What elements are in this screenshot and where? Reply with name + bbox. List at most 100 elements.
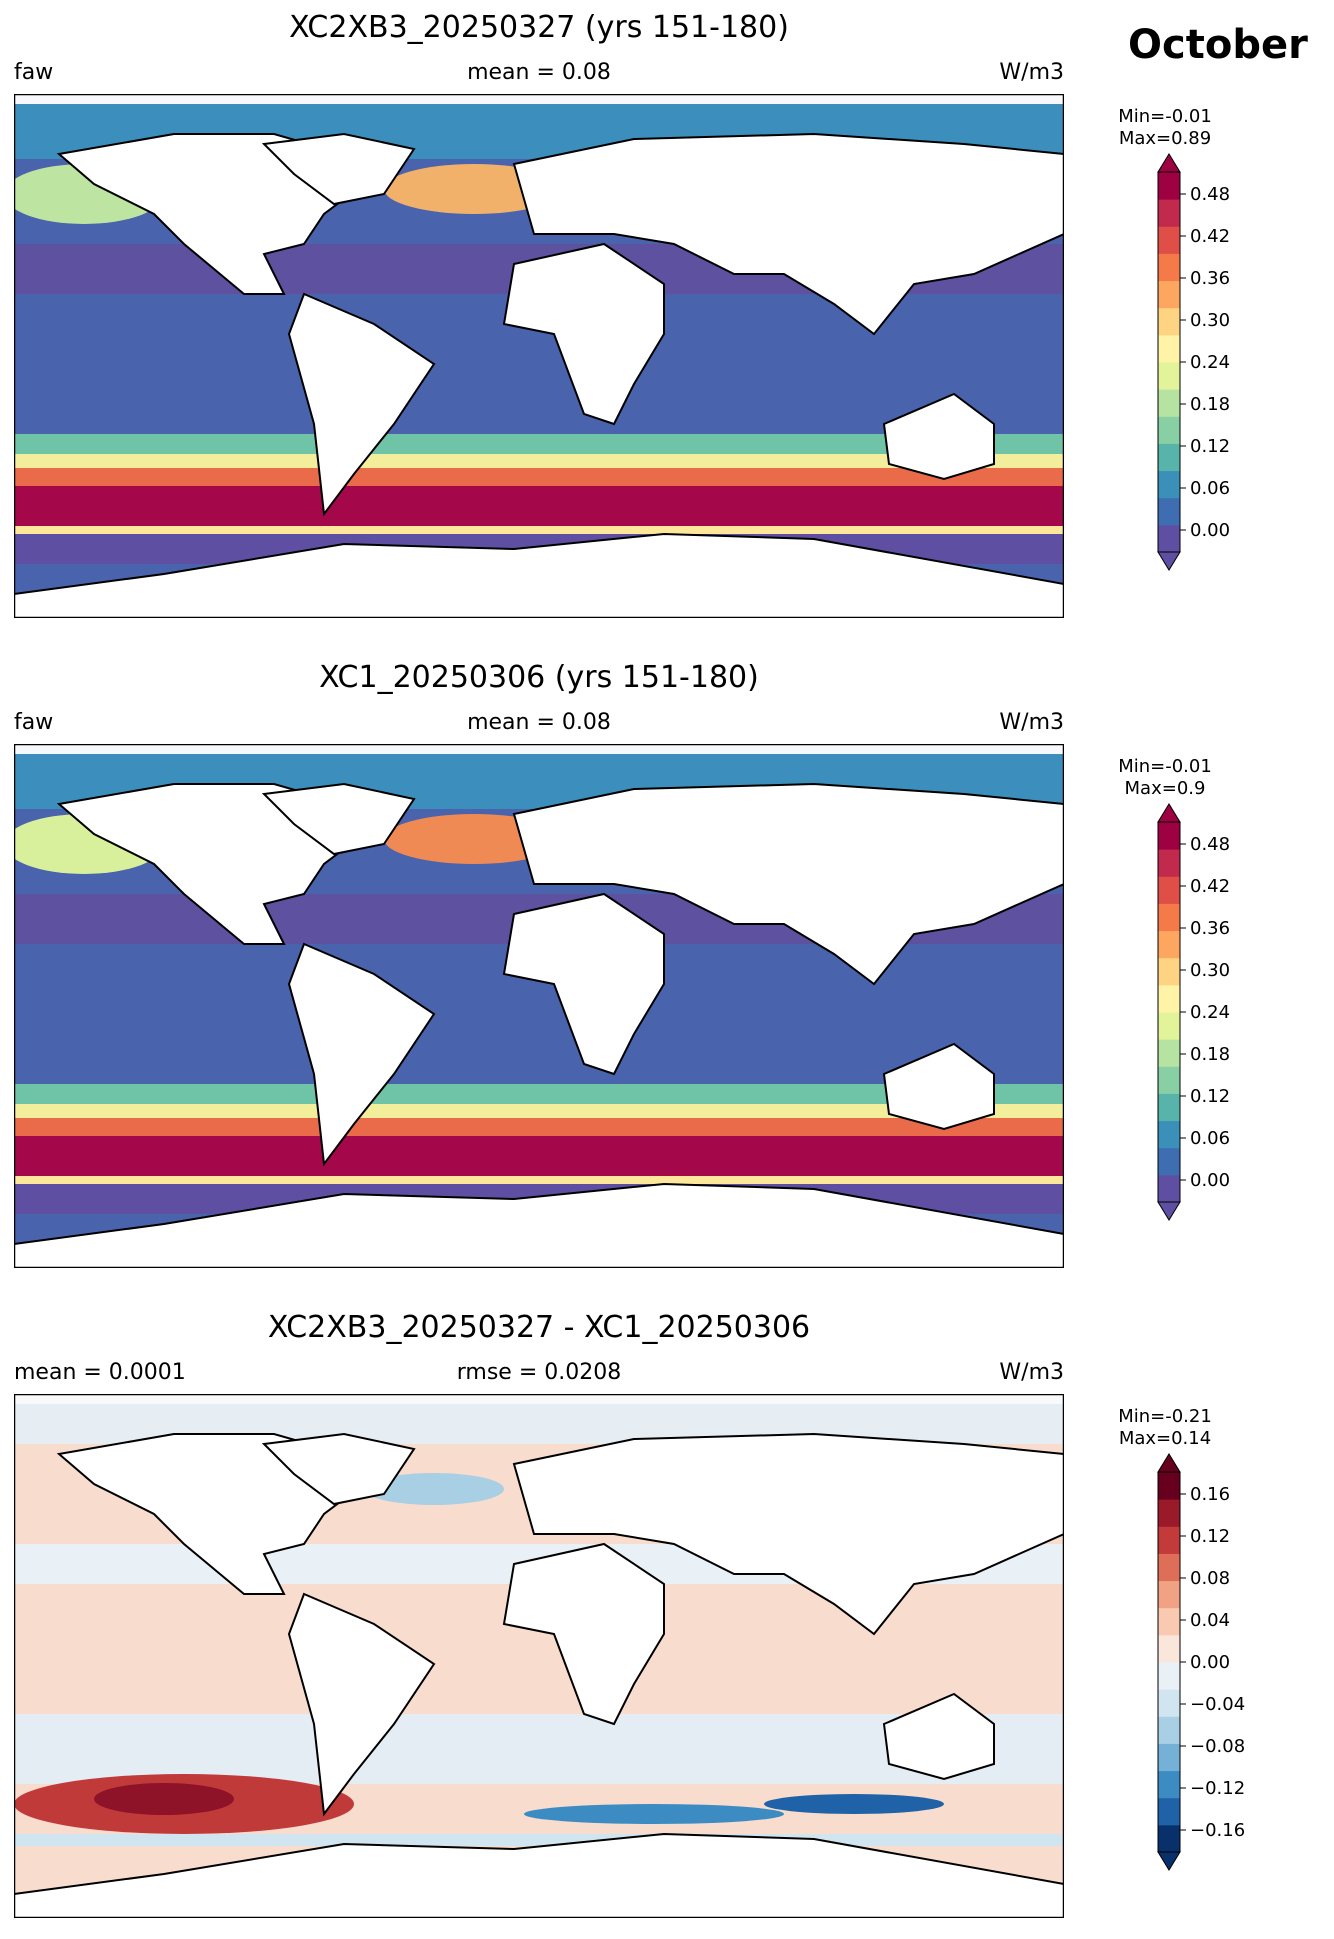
colorbar-tick-label: 0.04 xyxy=(1190,1610,1230,1631)
panel-2-min-label: Min=-0.01 xyxy=(1118,756,1212,777)
colorbar-extend-min xyxy=(1157,551,1181,571)
colorbar-segment xyxy=(1158,1499,1180,1527)
panel-1-units-label: W/m3 xyxy=(999,60,1064,85)
colorbar-segment xyxy=(1158,1662,1180,1690)
colorbar-extend-min xyxy=(1157,1851,1181,1871)
colorbar-tick-label: 0.30 xyxy=(1190,310,1230,331)
map-south-band-edge xyxy=(14,1084,1064,1104)
map-south-america xyxy=(287,942,436,1167)
panel-1-max-label: Max=0.89 xyxy=(1118,128,1212,149)
colorbar-segment xyxy=(1158,1797,1180,1826)
map-positive-anomaly-core xyxy=(94,1783,234,1815)
colorbar-segment xyxy=(1158,1770,1180,1799)
map-north-america xyxy=(56,133,366,295)
panel-2-max-label: Max=0.9 xyxy=(1124,778,1206,799)
map-greenland xyxy=(261,132,416,206)
panel-1-mean-label: mean = 0.08 xyxy=(467,60,611,85)
colorbar-segment xyxy=(1158,416,1180,444)
colorbar-segment xyxy=(1158,389,1180,417)
map-south-band-yellow xyxy=(14,1104,1064,1118)
panel-2-variable-label: faw xyxy=(14,710,54,735)
map-south-america xyxy=(287,1592,436,1817)
map-arctic-band xyxy=(14,1394,1064,1404)
map-negative-anomaly-2 xyxy=(764,1794,944,1814)
colorbar-tick-label: −0.08 xyxy=(1190,1736,1245,1757)
map-africa xyxy=(502,892,665,1076)
colorbar-segment xyxy=(1158,1689,1180,1717)
colorbar-segment xyxy=(1158,172,1180,200)
colorbar-tick-label: 0.12 xyxy=(1190,1086,1230,1107)
map-greenland xyxy=(261,782,416,856)
colorbar-extend-max xyxy=(1157,1453,1181,1473)
map-south-band-red xyxy=(14,486,1064,526)
map-south-band-orange xyxy=(14,468,1064,486)
map-australia xyxy=(882,392,995,481)
panel-1-map xyxy=(14,94,1064,618)
colorbar-tick-label: −0.04 xyxy=(1190,1694,1245,1715)
map-antarctica xyxy=(14,1832,1064,1918)
panel-1-variable-label: faw xyxy=(14,60,54,85)
map-eurasia xyxy=(512,1432,1064,1636)
colorbar-segment xyxy=(1158,957,1180,986)
map-frame xyxy=(14,1394,1064,1918)
map-arctic-band xyxy=(14,94,1064,104)
panel-3-map xyxy=(14,1394,1064,1918)
colorbar-tick-label: 0.48 xyxy=(1190,184,1230,205)
colorbar-segment xyxy=(1158,1120,1180,1149)
colorbar-segment xyxy=(1158,1743,1180,1772)
panel-2-map xyxy=(14,744,1064,1268)
map-antarctica xyxy=(14,532,1064,618)
colorbar-tick-label: 0.24 xyxy=(1190,1002,1230,1023)
colorbar-segment xyxy=(1158,849,1180,877)
map-south-band-lower xyxy=(14,526,1064,534)
colorbar-tick-label: −0.12 xyxy=(1190,1778,1245,1799)
panel-2-minmax: Min=-0.01 Max=0.9 xyxy=(1090,756,1240,800)
panel-3-rmse-label: rmse = 0.0208 xyxy=(456,1360,622,1385)
colorbar-segment xyxy=(1158,226,1180,254)
colorbar-segment xyxy=(1158,1553,1180,1582)
colorbar-tick-label: 0.06 xyxy=(1190,1128,1230,1149)
panel-2-title: XC1_20250306 (yrs 151-180) xyxy=(319,660,759,695)
panel-3-mean-label: mean = 0.0001 xyxy=(14,1360,186,1385)
colorbar-tick-label: 0.24 xyxy=(1190,352,1230,373)
panel-3-units-label: W/m3 xyxy=(999,1360,1064,1385)
panel-1-min-label: Min=-0.01 xyxy=(1118,106,1212,127)
colorbar-tick-label: 0.12 xyxy=(1190,1526,1230,1547)
colorbar-segment xyxy=(1158,903,1180,932)
colorbar-segment xyxy=(1158,1634,1180,1663)
map-south-band-orange xyxy=(14,1118,1064,1136)
panel-3-title: XC2XB3_20250327 - XC1_20250306 xyxy=(267,1310,811,1345)
colorbar-tick-label: 0.00 xyxy=(1190,520,1230,541)
colorbar-tick-label: 0.00 xyxy=(1190,1652,1230,1673)
colorbar-segment xyxy=(1158,334,1180,363)
colorbar-segment xyxy=(1158,822,1180,850)
map-africa xyxy=(502,1542,665,1726)
colorbar-tick-label: 0.18 xyxy=(1190,1044,1230,1065)
colorbar-segment xyxy=(1158,1012,1180,1040)
colorbar-extend-min xyxy=(1157,1201,1181,1221)
colorbar-segment xyxy=(1158,1066,1180,1094)
colorbar-segment xyxy=(1158,443,1180,472)
colorbar-segment xyxy=(1158,1716,1180,1744)
colorbar-segment xyxy=(1158,253,1180,282)
colorbar-segment xyxy=(1158,199,1180,227)
colorbar-tick-label: 0.48 xyxy=(1190,834,1230,855)
colorbar-segment xyxy=(1158,930,1180,959)
panel-3-minmax: Min=-0.21 Max=0.14 xyxy=(1090,1406,1240,1450)
colorbar-segment xyxy=(1158,470,1180,499)
colorbar-segment xyxy=(1158,1039,1180,1067)
colorbar-tick-label: 0.16 xyxy=(1190,1484,1230,1505)
panel-3-min-label: Min=-0.21 xyxy=(1118,1406,1212,1427)
colorbar-segment xyxy=(1158,1147,1180,1176)
colorbar-segment xyxy=(1158,1580,1180,1609)
colorbar-segment xyxy=(1158,1472,1180,1500)
colorbar-tick-label: 0.12 xyxy=(1190,436,1230,457)
colorbar-segment xyxy=(1158,307,1180,336)
panel-1-minmax: Min=-0.01 Max=0.89 xyxy=(1090,106,1240,150)
colorbar-segment xyxy=(1158,1174,1180,1203)
map-south-band-red xyxy=(14,1136,1064,1176)
map-arctic-band xyxy=(14,744,1064,754)
panel-2-mean-label: mean = 0.08 xyxy=(467,710,611,735)
colorbar-tick-label: 0.30 xyxy=(1190,960,1230,981)
map-greenland xyxy=(261,1432,416,1506)
